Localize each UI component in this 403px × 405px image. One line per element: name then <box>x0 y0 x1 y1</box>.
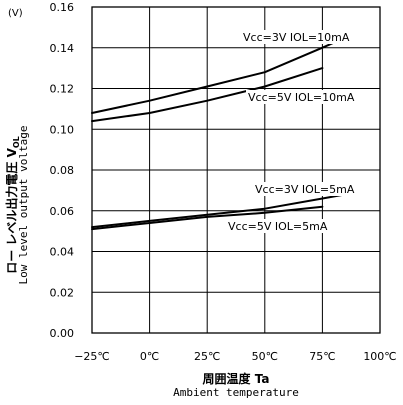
series-label-1: Vcc=3V IOL=10mA <box>243 31 350 44</box>
y-axis-title-en: Low level output voltage <box>17 126 30 285</box>
grid-lines <box>91 6 381 334</box>
series-line-3 <box>91 193 347 229</box>
x-tick-label: 25℃ <box>194 350 220 363</box>
series-line-1 <box>91 36 347 114</box>
y-tick-label: 0.16 <box>50 1 75 14</box>
y-tick-label: 0.10 <box>50 123 75 136</box>
series-label-bg <box>226 219 330 233</box>
y-tick-label: 0.02 <box>50 286 75 299</box>
x-tick-label: −25℃ <box>74 350 110 363</box>
series-label-3: Vcc=3V IOL=5mA <box>255 183 355 196</box>
y-tick-label: 0.00 <box>50 327 75 340</box>
y-axis-title-jp-main: ロー レベル出力電圧 V <box>4 147 19 273</box>
y-tick-label: 0.06 <box>50 205 75 218</box>
y-axis-title-jp-sub: OL <box>12 136 21 148</box>
x-tick-label: 75℃ <box>309 350 335 363</box>
x-tick-label: 50℃ <box>252 350 278 363</box>
x-tick-label: 0℃ <box>140 350 159 363</box>
y-tick-label: 0.04 <box>50 246 75 259</box>
series-label-bg <box>253 182 357 196</box>
x-tick-labels: −25℃ 0℃ 25℃ 50℃ 75℃ 100℃ <box>74 350 396 363</box>
series-line-2 <box>91 67 324 123</box>
series-lines <box>91 36 347 231</box>
y-unit-label: (V) <box>8 8 23 19</box>
series-labels: Vcc=3V IOL=10mA Vcc=5V IOL=10mA Vcc=3V IOL… <box>226 30 357 233</box>
series-label-4: Vcc=5V IOL=5mA <box>228 220 328 233</box>
series-line-4 <box>91 205 324 231</box>
x-axis-title-jp: 周囲温度 Ta <box>203 371 270 386</box>
y-tick-label: 0.08 <box>50 164 75 177</box>
x-axis-title-en: Ambient temperature <box>173 386 299 399</box>
series-label-bg <box>241 30 352 44</box>
y-axis-title: ロー レベル出力電圧 VOL Low level output voltage <box>4 126 30 285</box>
y-tick-label: 0.14 <box>50 42 75 55</box>
y-tick-labels: 0.00 0.02 0.04 0.06 0.08 0.10 0.12 0.14 0.16 <box>50 1 75 340</box>
plot-frame <box>91 6 381 334</box>
series-label-bg <box>246 90 357 104</box>
y-axis-title-jp: ロー レベル出力電圧 VOL <box>4 136 21 274</box>
series-label-2: Vcc=5V IOL=10mA <box>248 91 355 104</box>
y-tick-label: 0.12 <box>50 83 75 96</box>
x-tick-label: 100℃ <box>363 350 396 363</box>
